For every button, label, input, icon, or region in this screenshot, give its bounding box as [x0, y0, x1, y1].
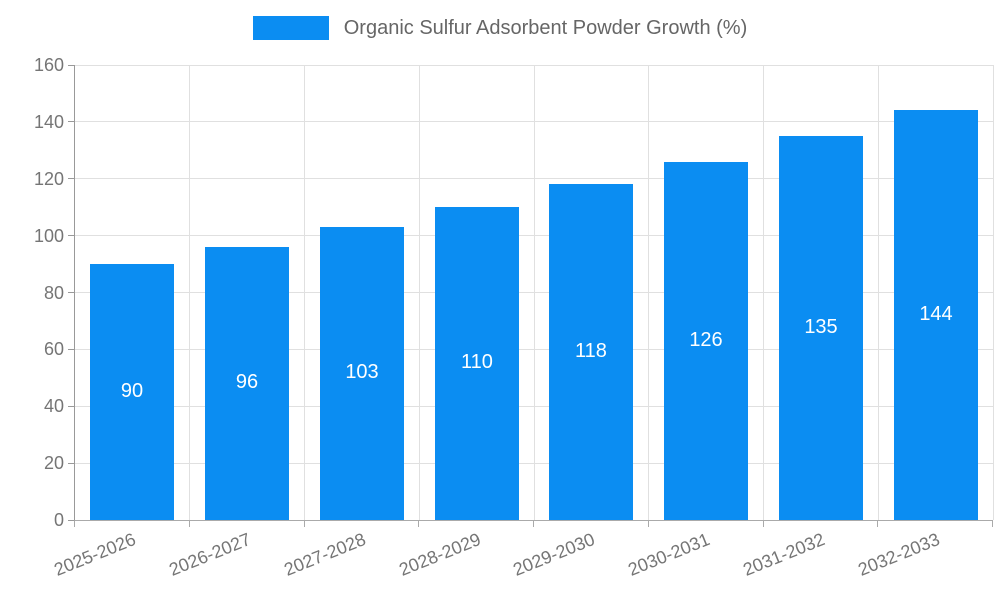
x-tick-mark [647, 521, 649, 527]
x-tick-label: 2032-2033 [855, 529, 943, 580]
bar-2026-2027: 96 [205, 247, 289, 520]
y-tick-mark [68, 405, 74, 407]
y-tick-label: 80 [43, 282, 64, 303]
x-axis: 2025-2026 2026-2027 2027-2028 2028-2029 2029… [51, 529, 992, 599]
bar-value-label: 135 [804, 316, 838, 338]
x-tick-mark [876, 521, 878, 527]
legend-item[interactable]: Organic Sulfur Adsorbent Powder Growth (… [0, 16, 1000, 40]
x-tick-label: 2031-2032 [740, 529, 828, 580]
bar-value-label: 90 [120, 380, 144, 402]
x-tick-label: 2027-2028 [281, 529, 369, 580]
y-tick-label: 40 [43, 396, 64, 417]
y-tick-mark [68, 235, 74, 237]
plot-area: 90 96 103 110 118 126 135 144 [74, 64, 994, 521]
gridline-vertical [304, 65, 305, 520]
y-tick-mark [68, 462, 74, 464]
bar-value-label: 110 [461, 351, 493, 373]
legend-label: Organic Sulfur Adsorbent Powder Growth (… [343, 16, 748, 39]
x-tick-label: 2030-2031 [625, 529, 713, 580]
gridline-vertical [877, 65, 879, 520]
bar-2029-2030: 118 [549, 184, 633, 520]
y-tick-mark [68, 64, 74, 66]
x-tick-label: 2026-2027 [166, 529, 254, 580]
y-tick-label: 60 [43, 339, 64, 360]
x-tick-label: 2025-2026 [51, 529, 139, 580]
x-tick-label: 2028-2029 [396, 529, 484, 580]
y-tick-label: 160 [33, 55, 64, 75]
y-tick-mark [68, 178, 74, 180]
y-tick-mark [68, 292, 74, 293]
y-tick-mark [68, 121, 74, 123]
bar-value-label: 118 [575, 340, 607, 362]
bar-2031-2032: 135 [779, 136, 863, 520]
y-tick-label: 100 [33, 225, 64, 246]
x-tick-mark [188, 521, 190, 527]
bar-value-label: 126 [689, 329, 723, 351]
bar-2030-2031: 126 [664, 162, 748, 520]
bar-value-label: 96 [235, 371, 259, 393]
x-tick-mark [991, 521, 993, 527]
y-tick-label: 140 [33, 111, 64, 132]
legend-swatch [252, 16, 329, 40]
y-tick-label: 120 [33, 168, 64, 189]
x-tick-mark [417, 521, 419, 527]
gridline-vertical [648, 65, 650, 520]
x-tick-mark [762, 521, 764, 527]
x-tick-mark [73, 521, 75, 527]
gridline-vertical [992, 65, 994, 520]
gridline-vertical [763, 65, 764, 520]
y-tick-mark [68, 348, 74, 350]
x-tick-mark [532, 521, 534, 527]
bar-2025-2026: 90 [90, 264, 174, 520]
y-tick-label: 0 [53, 510, 64, 530]
gridline-vertical [189, 65, 191, 520]
y-tick-mark [68, 519, 74, 521]
bar-2032-2033: 144 [894, 110, 978, 520]
bar-2027-2028: 103 [320, 227, 404, 520]
bar-value-label: 103 [345, 361, 379, 383]
bar-value-label: 144 [919, 303, 953, 325]
x-tick-mark [303, 521, 305, 527]
x-tick-label: 2029-2030 [510, 529, 598, 580]
bar-2028-2029: 110 [435, 207, 519, 520]
gridline-vertical [533, 65, 535, 520]
y-tick-label: 20 [43, 453, 64, 474]
gridline-vertical [418, 65, 420, 520]
